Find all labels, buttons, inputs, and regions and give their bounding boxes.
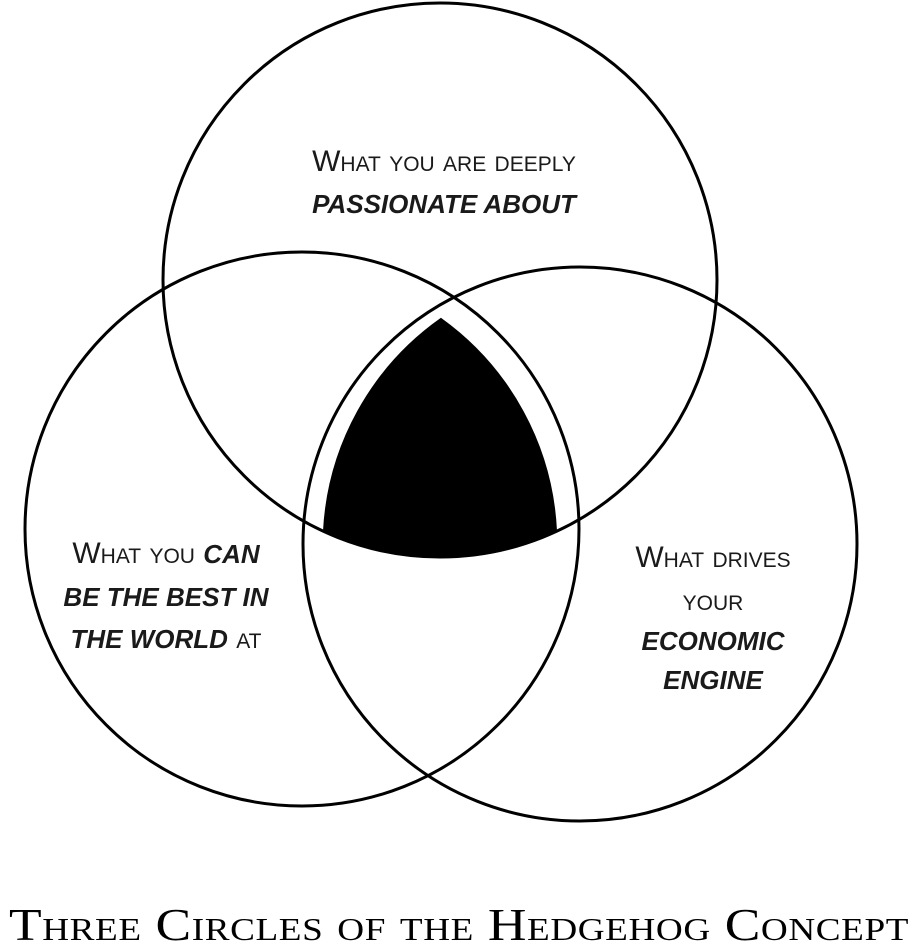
best-label-line1: What you can [72,537,260,570]
circle-best-in-world [23,250,581,808]
diagram-title: Three Circles of the Hedgehog Concept [9,899,909,948]
engine-label-line4: engine [663,665,763,695]
circle-economic-engine [301,265,859,823]
center-intersection [322,317,558,558]
engine-label-line1: What drives [635,541,790,574]
best-label-line3: the world at [70,622,261,655]
passion-label-line1: What you are deeply [312,145,576,178]
passion-label-line2: passionate about [312,189,578,219]
engine-label-line3: economic [642,626,786,656]
circle-passion [161,1,719,559]
best-label-line2: be the best in [63,582,269,612]
engine-label-line2: your [683,584,744,617]
